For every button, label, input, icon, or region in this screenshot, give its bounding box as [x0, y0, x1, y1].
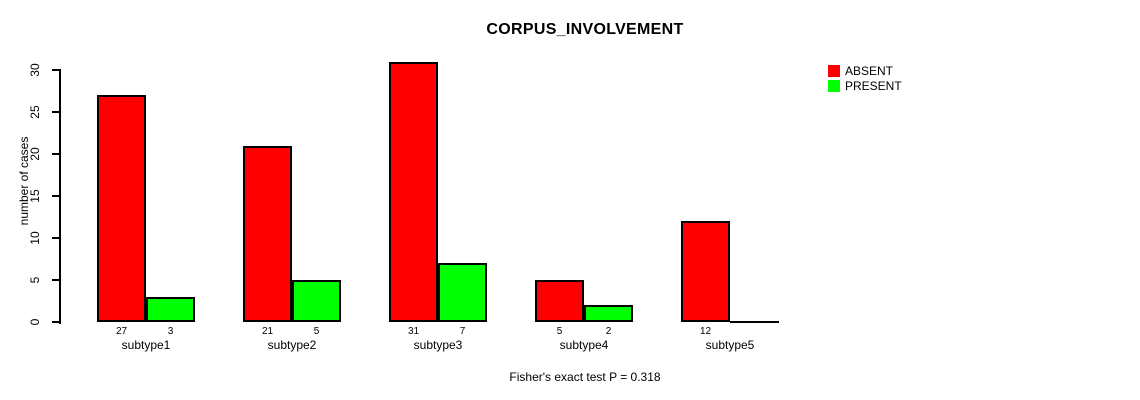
legend-swatch-present — [828, 80, 840, 92]
y-tick-label: 30 — [28, 63, 42, 77]
bar-present-subtype1 — [146, 296, 195, 322]
x-category-label: subtype4 — [559, 338, 609, 352]
legend-swatch-absent — [828, 65, 840, 77]
bar-present-subtype4 — [584, 305, 633, 322]
y-tick — [52, 69, 60, 71]
x-category-label: subtype2 — [267, 338, 317, 352]
bar-value-label: 21 — [261, 326, 274, 337]
bar-value-label: 2 — [605, 326, 612, 337]
y-tick — [52, 279, 60, 281]
bar-absent-subtype1 — [97, 95, 146, 322]
y-tick — [52, 111, 60, 113]
y-tick — [52, 237, 60, 239]
y-tick-label: 25 — [28, 105, 42, 119]
legend-label: ABSENT — [845, 64, 894, 78]
x-category-label: subtype5 — [705, 338, 755, 352]
bar-value-label: 31 — [407, 326, 420, 337]
legend-item-present: PRESENT — [828, 79, 902, 93]
bar-absent-subtype3 — [389, 61, 438, 322]
bar-present-subtype2 — [292, 280, 341, 322]
bar-value-label: 3 — [167, 326, 174, 337]
y-tick-label: 5 — [28, 276, 42, 284]
x-category-label: subtype3 — [413, 338, 463, 352]
bar-value-label: 7 — [459, 326, 466, 337]
y-tick — [52, 153, 60, 155]
y-axis-line — [59, 69, 61, 324]
bar-present-subtype3 — [438, 263, 487, 322]
y-tick-label: 15 — [28, 189, 42, 203]
y-tick — [52, 195, 60, 197]
y-tick — [52, 321, 60, 323]
annotation-text: Fisher's exact test P = 0.318 — [509, 370, 661, 384]
legend-item-absent: ABSENT — [828, 64, 902, 78]
y-tick-label: 10 — [28, 231, 42, 245]
bar-absent-subtype5 — [681, 221, 730, 322]
bar-value-label: 27 — [115, 326, 128, 337]
chart-title: CORPUS_INVOLVEMENT — [486, 21, 684, 38]
bar-absent-subtype2 — [243, 145, 292, 322]
bar-present-subtype5 — [730, 321, 779, 323]
x-category-label: subtype1 — [121, 338, 171, 352]
bar-value-label: 5 — [556, 326, 563, 337]
bar-value-label: 5 — [313, 326, 320, 337]
legend: ABSENT PRESENT — [828, 64, 902, 94]
bar-value-label: 12 — [699, 326, 712, 337]
y-tick-label: 0 — [28, 318, 42, 326]
legend-label: PRESENT — [845, 79, 902, 93]
y-tick-label: 20 — [28, 147, 42, 161]
bar-absent-subtype4 — [535, 280, 584, 322]
